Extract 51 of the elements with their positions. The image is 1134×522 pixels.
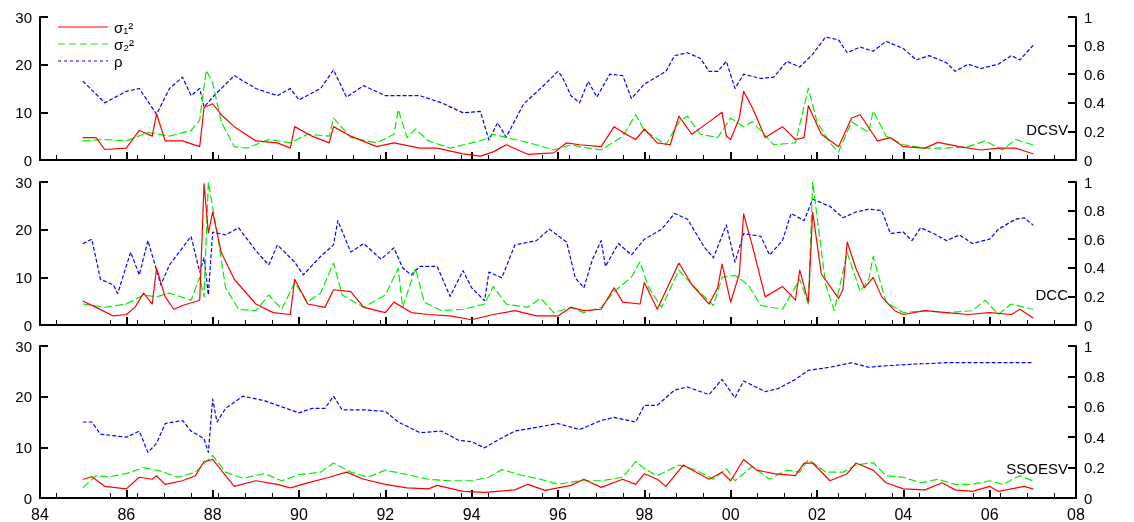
legend-label: ρ (114, 52, 123, 70)
y-tick-label: 20 (15, 56, 32, 74)
x-tick-label: 94 (462, 505, 481, 522)
x-tick-label: 96 (549, 505, 567, 522)
y2-tick-label: 0 (1084, 151, 1093, 169)
y-tick-label: 10 (15, 268, 32, 286)
y-tick-label: 30 (15, 337, 32, 355)
y-tick-label: 10 (15, 103, 32, 121)
y2-tick-label: 0.4 (1084, 94, 1105, 112)
y-tick-label: 10 (15, 438, 32, 456)
y2-tick-label: 0.6 (1084, 65, 1105, 83)
x-tick-label: 86 (117, 505, 136, 522)
y2-tick-label: 0.2 (1084, 287, 1105, 305)
annotation: DCC (1035, 286, 1069, 303)
y2-tick-label: 0.2 (1084, 122, 1105, 140)
x-tick-label: 98 (635, 505, 654, 522)
y2-tick-label: 1 (1084, 173, 1093, 191)
x-tick-label: 02 (808, 505, 826, 522)
line-series (82, 198, 1034, 302)
y-tick-label: 0 (23, 316, 32, 334)
line-series (82, 362, 1034, 453)
annotation: SSOESV (1006, 460, 1068, 477)
y2-tick-label: 0.6 (1084, 230, 1105, 248)
x-tick-label: 90 (290, 505, 308, 522)
y-tick-label: 30 (15, 173, 32, 191)
y2-tick-label: 0 (1084, 316, 1093, 334)
x-tick-label: 06 (980, 505, 999, 522)
legend-label: σ₁² (114, 18, 134, 36)
y-tick-label: 0 (23, 489, 32, 507)
y2-tick-label: 0.4 (1084, 428, 1105, 446)
y2-tick-label: 0.6 (1084, 398, 1105, 416)
y2-tick-label: 0 (1084, 489, 1093, 507)
x-tick-label: 08 (1067, 505, 1085, 522)
y-tick-label: 20 (15, 388, 32, 406)
y2-tick-label: 0.8 (1084, 37, 1105, 55)
x-tick-label: 04 (894, 505, 913, 522)
y2-tick-label: 1 (1084, 8, 1093, 26)
x-tick-label: 92 (376, 505, 395, 522)
x-tick-label: 88 (203, 505, 222, 522)
y-tick-label: 20 (15, 221, 32, 239)
y-tick-label: 0 (23, 151, 32, 169)
y2-tick-label: 1 (1084, 337, 1093, 355)
x-tick-label: 84 (31, 505, 49, 522)
y2-tick-label: 0.8 (1084, 202, 1105, 220)
x-tick-label: 00 (721, 505, 740, 522)
y2-tick-label: 0.4 (1084, 259, 1105, 277)
legend-label: σ₂² (114, 35, 135, 53)
y-tick-label: 30 (15, 8, 32, 26)
y2-tick-label: 0.2 (1084, 459, 1105, 477)
y2-tick-label: 0.8 (1084, 367, 1105, 385)
annotation: DCSV (1026, 121, 1068, 138)
